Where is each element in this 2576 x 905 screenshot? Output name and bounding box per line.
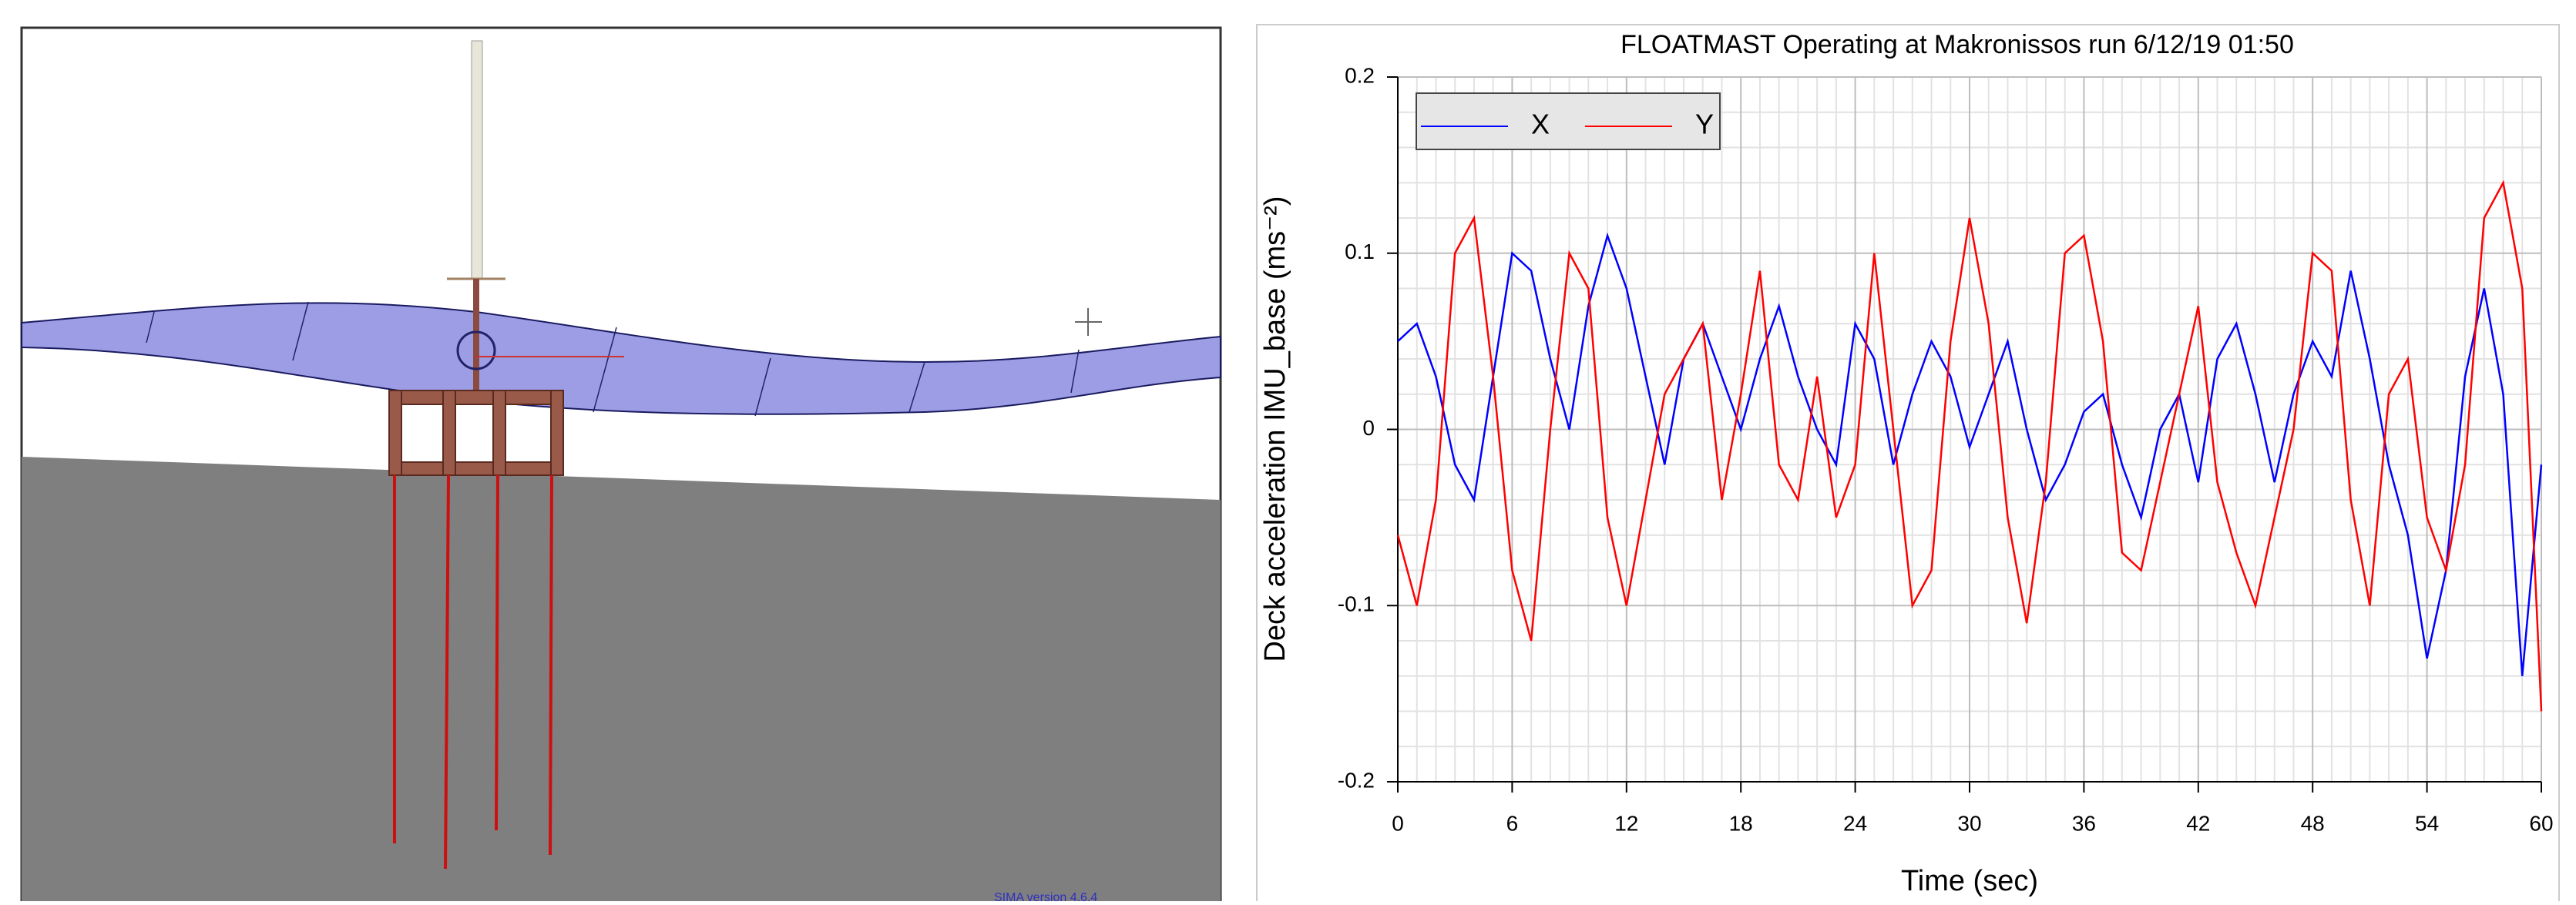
chart-title: FLOATMAST Operating at Makronissos run 6… bbox=[1620, 30, 2294, 59]
x-tick-label: 36 bbox=[2072, 811, 2096, 835]
y-axis-label: Deck acceleration IMU_base (ms⁻²) bbox=[1259, 196, 1291, 662]
scene-view: SIMA version 4.6.4 bbox=[20, 26, 1222, 905]
x-tick-label: 18 bbox=[1729, 811, 1753, 835]
x-tick-label: 60 bbox=[2529, 811, 2553, 835]
x-tick-label: 0 bbox=[1392, 811, 1404, 835]
scene-caption: SIMA version 4.6.4 bbox=[994, 891, 1097, 901]
buoy-marker bbox=[456, 330, 496, 370]
jacket-frame bbox=[388, 390, 564, 476]
x-tick-label: 48 bbox=[2301, 811, 2325, 835]
series-line bbox=[1396, 179, 2543, 712]
y-tick-label: -0.2 bbox=[1338, 768, 1375, 792]
x-tick-label: 24 bbox=[1843, 811, 1867, 835]
chart: FLOATMAST Operating at Makronissos run 6… bbox=[1259, 30, 2554, 897]
mooring-legs bbox=[393, 474, 553, 870]
y-tick-label: 0.1 bbox=[1345, 240, 1375, 263]
legend-box bbox=[1416, 92, 1721, 150]
mast bbox=[471, 40, 483, 280]
wave-mesh bbox=[146, 301, 1080, 417]
x-tick-label: 6 bbox=[1506, 811, 1519, 835]
legend-label: X bbox=[1531, 109, 1550, 140]
series-line bbox=[1397, 232, 2543, 676]
seabed bbox=[22, 457, 1221, 901]
legend-label: Y bbox=[1695, 109, 1714, 140]
x-tick-label: 54 bbox=[2415, 811, 2439, 835]
x-tick-label: 30 bbox=[1957, 811, 1981, 835]
y-tick-label: 0 bbox=[1362, 416, 1375, 440]
x-tick-label: 42 bbox=[2186, 811, 2210, 835]
x-axis-label: Time (sec) bbox=[1901, 865, 2038, 897]
y-tick-label: -0.1 bbox=[1338, 592, 1375, 616]
x-tick-label: 12 bbox=[1614, 811, 1638, 835]
y-tick-label: 0.2 bbox=[1345, 63, 1375, 87]
